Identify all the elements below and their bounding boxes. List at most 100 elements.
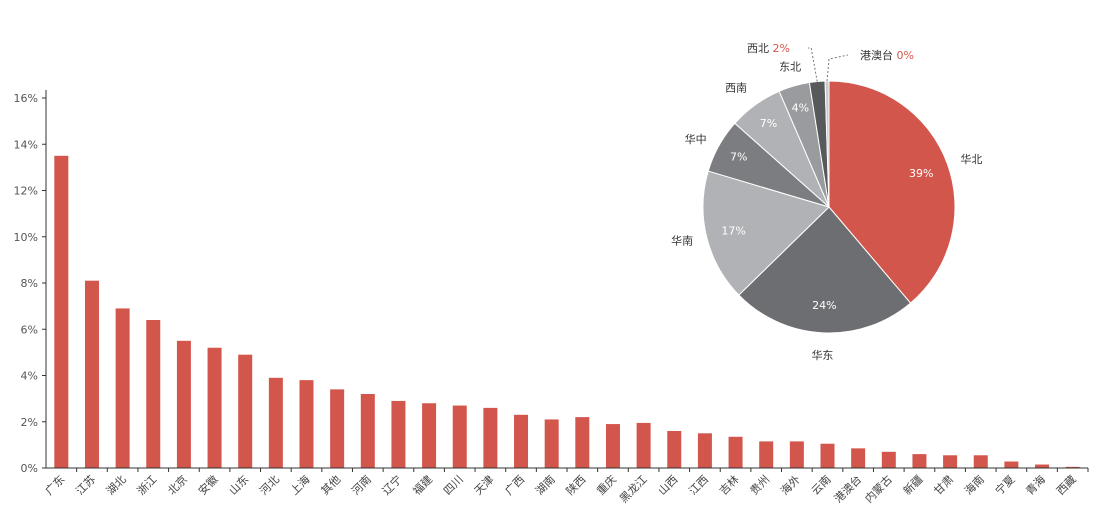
y-tick-label: 6% [21,323,38,336]
x-tick-label: 黑龙江 [617,473,650,506]
y-tick-label: 12% [14,185,38,198]
pie-labels: 39% 华北 24% 华东 17% 华南 7% 华中 7% 西南 4% 东北 西北 2% 港澳台 0% [671,42,982,362]
pie-percent-label: 4% [792,102,809,115]
x-tick-label: 云南 [809,473,834,498]
bar [268,377,283,468]
bar [1035,464,1050,468]
pie-category-label: 西南 [725,81,747,94]
x-tick-label: 安徽 [195,472,220,497]
x-tick-label: 青海 [1023,472,1048,497]
x-tick-label: 港澳台 [831,472,864,505]
bar-series [54,155,1080,468]
x-tick-label: 贵州 [748,473,773,498]
bar [1004,461,1019,468]
pie-category-label: 华南 [671,234,693,248]
y-tick-label: 2% [21,416,38,429]
pie-callout-line [826,54,849,82]
x-tick-label: 宁夏 [992,472,1017,497]
pie-percent-label: 0% [897,49,914,62]
bar [54,155,69,468]
pie-slice [702,170,830,296]
bar [728,436,743,468]
x-tick-label: 海外 [778,472,803,497]
x-tick-label: 江苏 [73,473,98,498]
x-tick-label: 四川 [441,473,466,498]
bar [820,443,835,468]
pie-category-label: 华东 [811,348,833,362]
x-tick-label: 西藏 [1054,473,1079,498]
pie-percent-label: 24% [812,299,836,312]
bar [636,422,651,468]
bar [851,448,866,468]
x-tick-label: 内蒙古 [862,472,895,505]
x-tick-label: 天津 [472,473,497,498]
x-tick-label: 吉林 [716,472,741,497]
x-tick-label: 福建 [410,472,435,497]
y-tick-label: 16% [14,92,38,105]
y-tick-label: 8% [21,277,38,290]
pie-callout-line [808,47,818,82]
bar [605,424,620,468]
pie-percent-label: 7% [730,151,747,164]
pie-category-label: 西北 2% [747,42,790,55]
x-tick-label: 湖南 [533,473,558,498]
x-tick-label: 河南 [349,473,374,498]
bar [514,414,529,468]
bar [299,380,314,468]
bar [330,389,345,468]
bar [391,400,406,468]
pie-slice [824,80,830,208]
bar [360,394,375,468]
x-tick-label: 湖北 [104,473,129,498]
y-axis: 0% 2% 4% 6% 8% 10% 12% 14% 16% [14,90,47,475]
bar [84,280,99,468]
bar [575,417,590,468]
y-tick-label: 4% [21,370,38,383]
pie-slice [828,80,956,304]
x-tick-label: 辽宁 [379,472,404,497]
pie-percent-label: 39% [909,167,933,180]
x-tick-label: 重庆 [594,472,619,497]
pie-slice [738,206,912,334]
bar [483,407,498,468]
x-tick-label: 其他 [319,473,344,498]
y-tick-label: 14% [14,138,38,151]
bar [759,441,774,468]
bar [452,405,467,468]
pie-category-label: 东北 [779,61,801,74]
x-tick-label: 河北 [257,473,282,498]
x-axis: 广东 江苏 湖北 浙江 北京 安徽 山东 河北 上海 其他 河南 辽宁 福建 四川 天津 广西 湖南 陕西 重庆黑龙… [43,467,1089,506]
x-tick-label: 北京 [165,472,190,497]
bar [115,308,130,468]
bar [146,320,161,468]
bar [422,403,437,468]
x-tick-label: 山西 [656,473,681,498]
bar [881,451,896,468]
x-tick-label: 广东 [43,473,68,498]
bar [943,455,958,468]
bar [912,454,927,468]
bar [544,419,559,468]
x-tick-label: 陕西 [563,472,588,497]
x-tick-label: 上海 [287,472,312,497]
y-tick-label: 10% [14,231,38,244]
bar [238,354,253,468]
bar [789,441,804,468]
y-tick-label: 0% [21,462,38,475]
x-tick-label: 江西 [686,473,711,498]
bar [1065,466,1080,468]
bar [697,433,712,468]
x-tick-label: 新疆 [900,472,925,497]
bar [207,347,222,468]
bar [176,340,191,468]
pie-category-label: 华北 [960,152,982,166]
bar [973,455,988,468]
pie-category-label: 港澳台 0% [860,48,914,62]
x-tick-label: 浙江 [135,473,160,498]
x-tick-label: 海南 [961,472,986,497]
pie-percent-label: 17% [721,225,745,238]
pie-percent-label: 2% [773,42,790,55]
pie-category-label: 华中 [685,132,707,146]
